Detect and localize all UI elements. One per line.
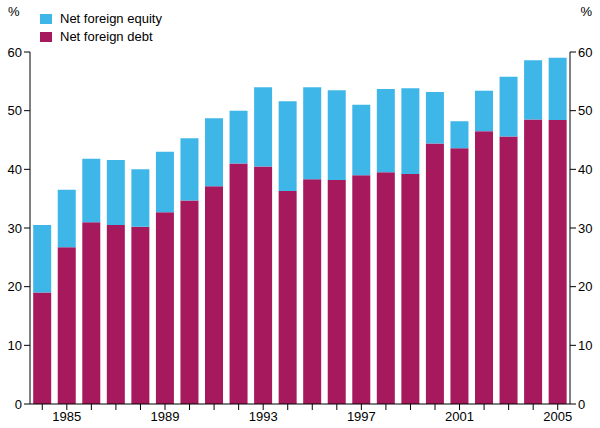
svg-text:40: 40 bbox=[8, 162, 22, 177]
svg-text:40: 40 bbox=[578, 162, 592, 177]
svg-text:2001: 2001 bbox=[445, 409, 474, 424]
svg-text:30: 30 bbox=[8, 221, 22, 236]
html-text:Net foreign equity: Net foreign equity bbox=[60, 11, 162, 26]
svg-text:50: 50 bbox=[578, 103, 592, 118]
svg-text:1989: 1989 bbox=[151, 409, 180, 424]
svg-text:0: 0 bbox=[15, 397, 22, 412]
svg-text:2005: 2005 bbox=[543, 409, 572, 424]
svg-text:1985: 1985 bbox=[52, 409, 81, 424]
svg-text:20: 20 bbox=[578, 279, 592, 294]
svg-text:30: 30 bbox=[578, 221, 592, 236]
svg-text:1993: 1993 bbox=[249, 409, 278, 424]
svg-text:60: 60 bbox=[578, 45, 592, 60]
html-text:Net foreign debt: Net foreign debt bbox=[60, 29, 153, 44]
svg-text:20: 20 bbox=[8, 279, 22, 294]
svg-text:10: 10 bbox=[8, 338, 22, 353]
svg-text:10: 10 bbox=[578, 338, 592, 353]
svg-text:60: 60 bbox=[8, 45, 22, 60]
svg-text:1997: 1997 bbox=[347, 409, 376, 424]
svg-text:50: 50 bbox=[8, 103, 22, 118]
svg-text:0: 0 bbox=[578, 397, 585, 412]
